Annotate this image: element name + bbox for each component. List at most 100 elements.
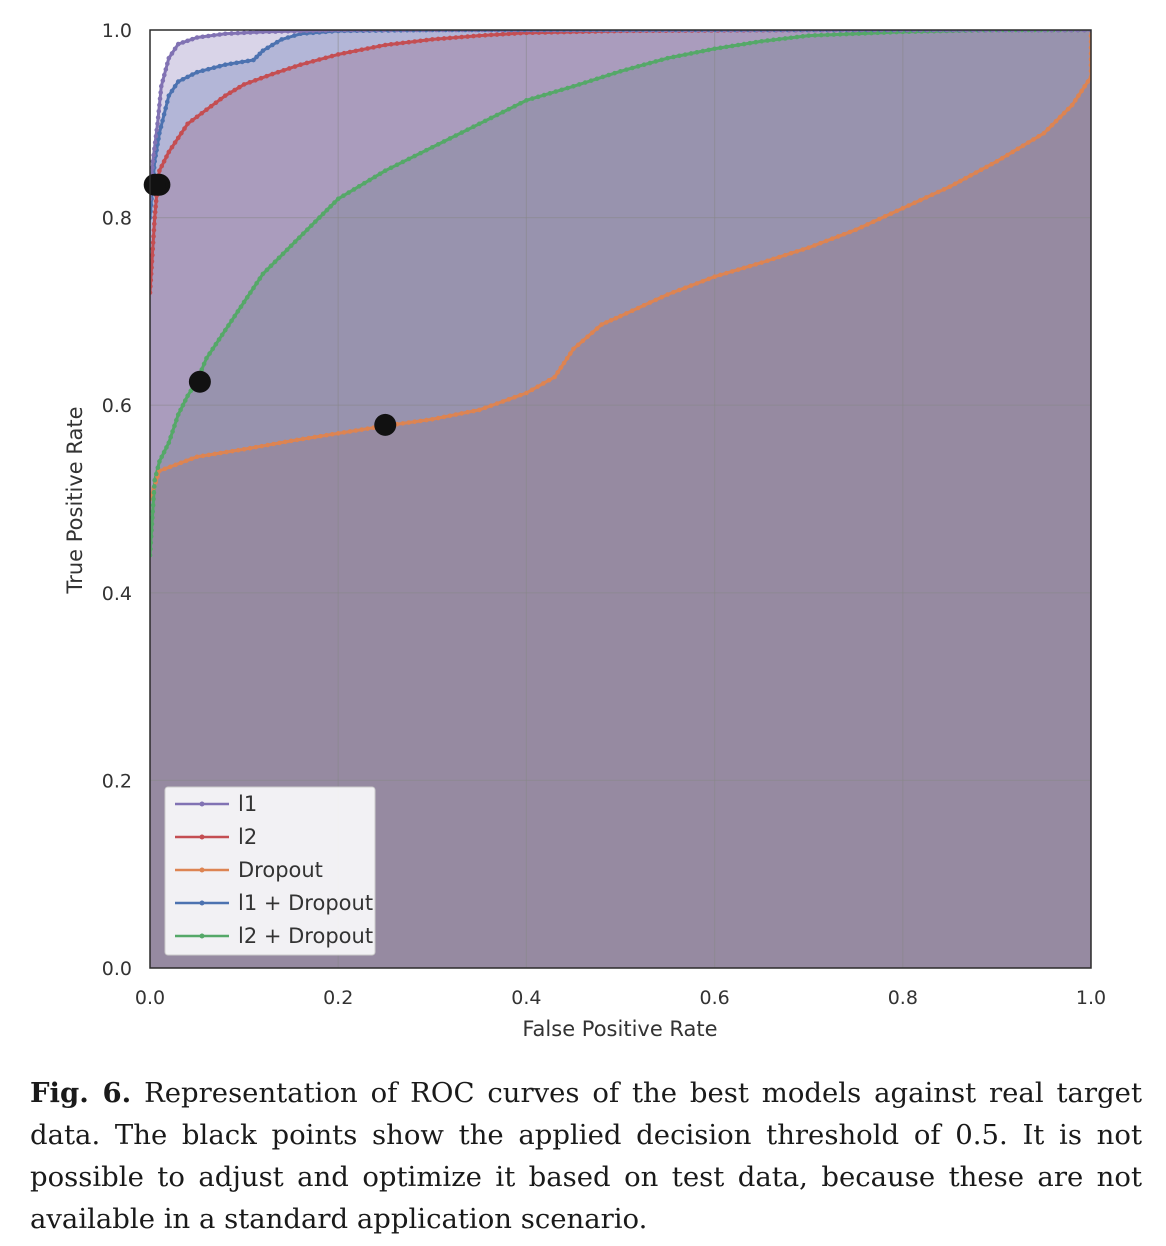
series-marker (254, 30, 259, 35)
series-marker (382, 168, 388, 173)
series-marker (441, 36, 447, 41)
series-marker (765, 38, 770, 43)
series-marker (406, 39, 412, 45)
series-marker (341, 430, 347, 435)
series-marker (300, 436, 306, 442)
series-marker (677, 287, 682, 293)
series-marker (447, 35, 453, 41)
series-marker (1082, 83, 1088, 89)
series-marker (906, 203, 911, 208)
series-marker (400, 159, 406, 165)
series-marker (222, 327, 228, 333)
series-marker (394, 41, 400, 46)
series-marker (304, 30, 310, 34)
y-tick-label: 0.6 (102, 395, 132, 417)
series-marker (280, 251, 286, 257)
series-marker (356, 184, 362, 189)
series-marker (555, 370, 561, 375)
x-tick-label: 0.8 (888, 987, 918, 1009)
series-marker (163, 67, 169, 72)
series-marker (847, 229, 853, 235)
series-marker (169, 51, 175, 56)
series-marker (771, 37, 776, 43)
series-marker (989, 161, 994, 167)
series-marker (158, 83, 164, 89)
series-marker (512, 31, 517, 36)
series-marker (735, 42, 741, 48)
series-marker (317, 57, 322, 62)
series-marker (1076, 93, 1081, 98)
series-marker (164, 154, 169, 159)
series-marker (175, 412, 181, 417)
series-marker (677, 53, 682, 59)
legend-marker (199, 900, 205, 906)
series-marker (435, 36, 441, 42)
series-marker (180, 402, 186, 408)
series-marker (167, 464, 173, 470)
series-marker (412, 153, 417, 159)
legend: l1 l2 Dropout l1 + Dropout l2 + Dropout (164, 786, 376, 956)
series-marker (153, 198, 159, 204)
series-marker (245, 58, 251, 64)
series-marker (388, 165, 394, 171)
series-marker (175, 41, 181, 47)
x-tick-label: 0.6 (699, 987, 729, 1009)
series-marker (671, 54, 676, 60)
series-marker (260, 271, 266, 277)
series-marker (286, 66, 292, 71)
series-marker (494, 32, 500, 37)
series-marker (565, 85, 570, 91)
series-marker (194, 114, 200, 120)
series-marker (212, 451, 217, 457)
series-marker (218, 450, 223, 456)
series-marker (156, 108, 162, 114)
series-marker (1049, 122, 1055, 128)
x-tick-label: 0.2 (323, 987, 353, 1009)
series-marker (712, 274, 717, 279)
series-marker (296, 235, 302, 240)
series-marker (285, 30, 291, 34)
series-marker (529, 387, 535, 393)
series-marker (571, 83, 576, 89)
series-marker (347, 49, 353, 55)
series-marker (729, 269, 735, 274)
series-marker (185, 121, 190, 127)
series-marker (251, 57, 256, 63)
series-marker (841, 231, 847, 237)
series-marker (254, 280, 259, 286)
series-marker (430, 416, 435, 422)
series-marker (248, 290, 253, 295)
series-marker (829, 236, 835, 242)
series-marker (166, 93, 172, 98)
series-marker (208, 103, 214, 109)
series-marker (169, 144, 175, 150)
series-marker (862, 31, 868, 36)
series-marker (871, 219, 876, 225)
series-marker (219, 332, 225, 338)
series-marker (371, 45, 376, 50)
x-tick-label: 1.0 (1076, 987, 1106, 1009)
series-marker (332, 200, 337, 205)
series-marker (500, 31, 506, 37)
series-marker (800, 34, 806, 39)
series-marker (394, 162, 400, 168)
series-marker (306, 435, 312, 441)
series-marker (162, 72, 167, 78)
series-marker (207, 351, 212, 356)
series-marker (559, 87, 564, 93)
series-marker (430, 37, 435, 42)
series-marker (164, 99, 170, 105)
series-marker (180, 76, 186, 82)
series-marker (217, 63, 222, 69)
plot-frame (149, 29, 1092, 969)
series-marker (248, 30, 253, 35)
series-marker (782, 252, 788, 258)
series-marker (324, 432, 329, 438)
series-marker (152, 215, 158, 220)
series-marker (465, 409, 470, 415)
series-marker (812, 243, 817, 248)
series-marker (1073, 98, 1078, 103)
series-marker (1031, 137, 1036, 142)
series-marker (377, 43, 382, 49)
series-marker (153, 204, 158, 209)
